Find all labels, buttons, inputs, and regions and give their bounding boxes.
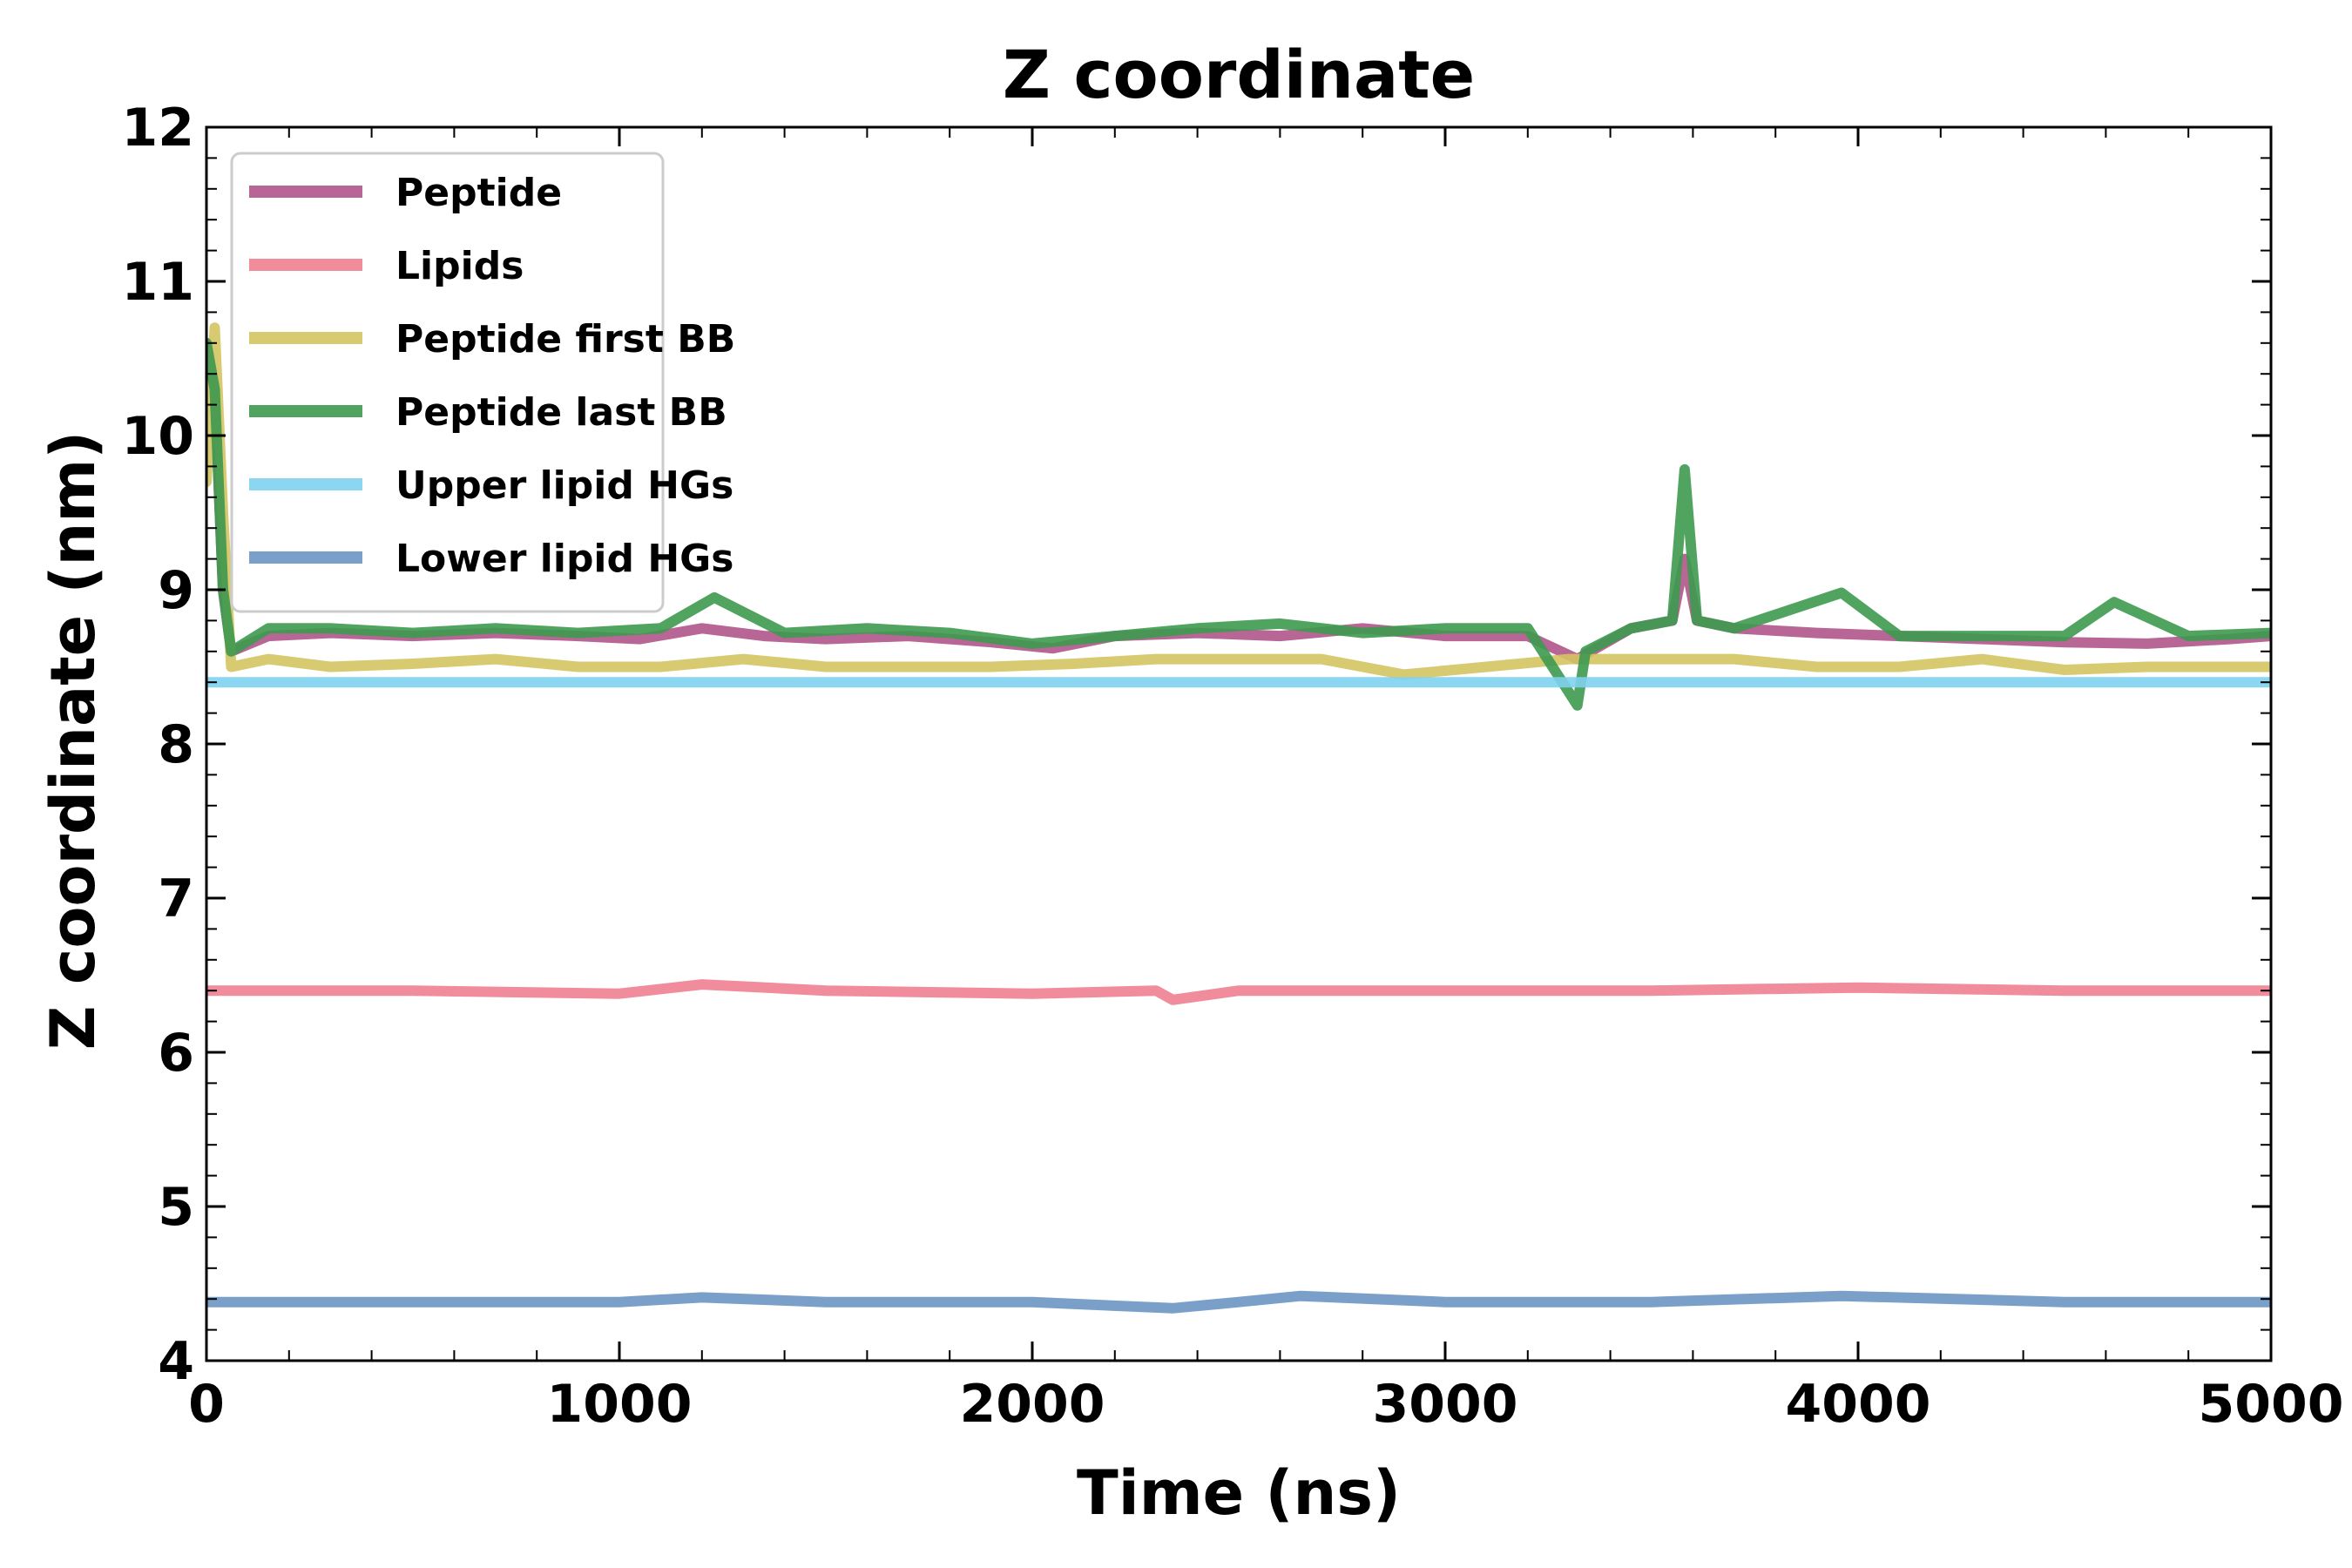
legend-label-peptide-last-bb: Peptide last BB xyxy=(395,390,727,435)
chart-title: Z coordinate xyxy=(1003,36,1475,113)
y-tick-label: 7 xyxy=(158,868,194,929)
series-line-lipids xyxy=(206,979,2271,1005)
plot-series-group xyxy=(206,322,2271,1314)
legend-label-lipids: Lipids xyxy=(395,244,524,288)
series-line-peptide-last-bb xyxy=(206,337,2271,711)
axis-ticks: 0 1000 2000 3000 4000 5000 4 5 6 7 8 9 10 11 12 xyxy=(122,98,2344,1435)
legend-label-lower-lipid-hgs: Lower lipid HGs xyxy=(395,537,733,581)
x-tick-label: 2000 xyxy=(960,1374,1105,1435)
x-tick-label: 5000 xyxy=(2199,1374,2344,1435)
x-tick-label: 1000 xyxy=(547,1374,693,1435)
series-line-lower-lipid-hgs xyxy=(206,1290,2271,1314)
y-tick-label: 8 xyxy=(158,714,194,775)
y-tick-label: 5 xyxy=(158,1177,194,1238)
x-tick-label: 4000 xyxy=(1786,1374,1931,1435)
legend-label-peptide-first-bb: Peptide first BB xyxy=(395,317,735,362)
legend-label-upper-lipid-hgs: Upper lipid HGs xyxy=(395,463,733,508)
x-tick-label: 3000 xyxy=(1373,1374,1518,1435)
y-tick-label: 12 xyxy=(122,98,195,159)
y-axis-label: Z coordinate (nm) xyxy=(37,431,109,1051)
y-tick-label: 6 xyxy=(158,1023,194,1084)
y-tick-label: 4 xyxy=(158,1331,194,1392)
x-axis-label: Time (ns) xyxy=(1077,1457,1401,1529)
y-tick-label: 9 xyxy=(158,560,194,621)
x-tick-label: 0 xyxy=(188,1374,225,1435)
legend-label-peptide: Peptide xyxy=(395,171,562,215)
series-line-peptide-first-bb xyxy=(206,322,2271,680)
legend: Peptide Lipids Peptide first BB Peptide las… xyxy=(230,152,735,613)
y-tick-label: 11 xyxy=(122,252,195,313)
y-tick-label: 10 xyxy=(122,406,195,467)
